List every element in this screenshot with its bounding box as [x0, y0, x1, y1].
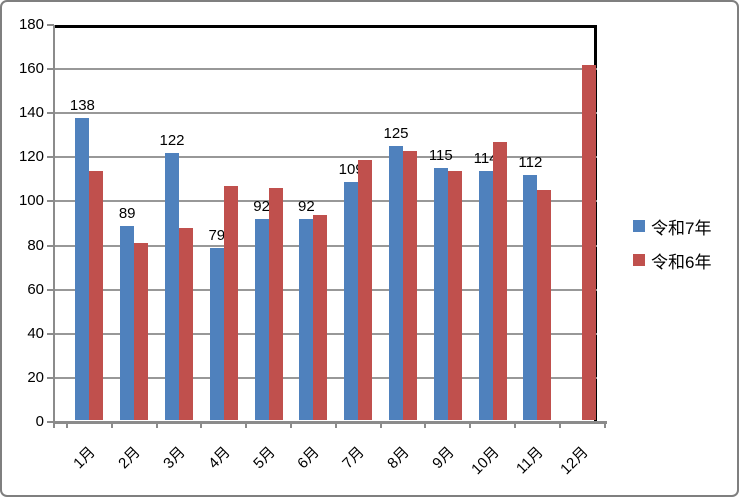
legend: 令和7年令和6年: [633, 214, 711, 282]
data-label-8月: 125: [383, 125, 409, 143]
legend-item-series1[interactable]: 令和7年: [633, 214, 711, 238]
y-tick-80: [47, 244, 54, 247]
legend-swatch-series1: [633, 220, 645, 232]
gridline-100: [54, 200, 597, 203]
data-label-2月: 89: [118, 204, 136, 222]
bar-series1-11月[interactable]: [523, 174, 538, 420]
y-tick-100: [47, 200, 54, 203]
bar-series2-9月[interactable]: [447, 170, 462, 420]
x-tick-12: [603, 422, 606, 428]
y-axis-label-120: 120: [18, 148, 44, 166]
bar-series1-10月[interactable]: [478, 170, 493, 420]
data-label-5月: 92: [253, 198, 270, 216]
data-label-9月: 115: [428, 147, 453, 165]
legend-label-series1: 令和7年: [651, 218, 712, 238]
x-tick-5: [290, 422, 292, 428]
bar-series2-12月[interactable]: [582, 64, 597, 420]
bar-series1-2月[interactable]: [120, 225, 135, 420]
y-axis-label-20: 20: [27, 368, 44, 386]
x-tick-9: [469, 422, 472, 428]
bar-series1-5月[interactable]: [254, 219, 269, 420]
data-label-10月: 114: [473, 149, 498, 167]
bar-series2-8月[interactable]: [403, 150, 417, 420]
bar-series1-9月[interactable]: [433, 168, 448, 420]
bar-series2-10月[interactable]: [492, 141, 507, 420]
bar-series2-4月[interactable]: [223, 186, 238, 420]
x-tick-11: [558, 422, 561, 428]
y-tick-140: [47, 112, 54, 115]
bar-series1-8月[interactable]: [389, 146, 403, 420]
y-axis-label-140: 140: [18, 104, 44, 122]
y-axis-label-160: 160: [18, 60, 44, 78]
bar-series1-1月[interactable]: [75, 117, 90, 420]
y-tick-160: [47, 68, 54, 71]
y-axis-label-100: 100: [18, 192, 44, 210]
bar-series2-2月[interactable]: [134, 243, 149, 420]
bar-series2-11月[interactable]: [537, 190, 552, 420]
x-tick-0: [66, 422, 68, 428]
bar-series1-3月[interactable]: [165, 152, 179, 420]
bar-series2-6月[interactable]: [313, 214, 328, 420]
x-tick-6: [334, 422, 337, 428]
bar-series2-7月[interactable]: [358, 159, 373, 420]
x-tick-10: [514, 422, 516, 428]
bar-series2-5月[interactable]: [268, 188, 283, 420]
x-tick-1: [110, 422, 113, 428]
y-tick-120: [47, 156, 54, 159]
data-label-3月: 122: [159, 131, 185, 149]
x-tick-7: [379, 422, 382, 428]
y-tick-20: [47, 376, 54, 379]
legend-label-series2: 令和6年: [651, 252, 712, 272]
y-axis-label-40: 40: [27, 324, 44, 342]
bar-series2-1月[interactable]: [89, 170, 104, 420]
data-label-6月: 92: [298, 198, 315, 216]
data-label-4月: 79: [208, 226, 226, 244]
gridline-160: [54, 68, 597, 71]
x-tick-4: [245, 422, 248, 428]
data-label-7月: 109: [338, 160, 364, 178]
y-axis-label-0: 0: [35, 413, 44, 430]
y-tick-180: [47, 24, 54, 26]
y-axis-line: [53, 25, 55, 424]
bar-series1-4月[interactable]: [209, 247, 224, 420]
gridline-140: [54, 112, 597, 115]
bar-series1-7月[interactable]: [344, 181, 359, 420]
x-tick-3: [200, 422, 203, 428]
legend-swatch-series2: [633, 254, 645, 266]
data-label-1月: 138: [69, 96, 95, 114]
y-tick-40: [47, 332, 54, 335]
bar-series2-3月[interactable]: [179, 227, 193, 420]
y-axis-label-60: 60: [27, 280, 44, 298]
y-tick-0: [47, 421, 54, 423]
y-tick-60: [47, 288, 54, 291]
x-axis-line: [53, 421, 607, 424]
data-label-11月: 112: [518, 153, 543, 171]
gridline-120: [54, 156, 597, 159]
y-axis-label-180: 180: [18, 16, 44, 33]
bar-series1-6月[interactable]: [299, 219, 314, 420]
x-tick-origin: [53, 422, 55, 428]
legend-item-series2[interactable]: 令和6年: [633, 248, 711, 272]
y-axis-label-80: 80: [27, 236, 44, 254]
x-tick-8: [424, 422, 427, 428]
x-tick-2: [155, 422, 158, 428]
